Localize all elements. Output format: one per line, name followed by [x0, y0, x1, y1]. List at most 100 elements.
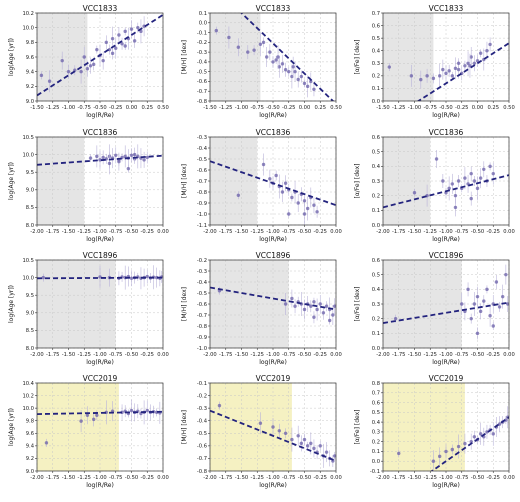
x-tick-label: -0.50	[439, 105, 452, 111]
data-point	[145, 408, 149, 413]
x-tick-label: -0.25	[487, 475, 500, 481]
x-tick-label: -0.50	[266, 105, 279, 111]
data-point	[488, 164, 492, 169]
x-tick-label: -0.75	[282, 229, 295, 235]
data-point	[274, 173, 278, 178]
x-tick-label: -0.25	[314, 475, 327, 481]
data-point	[258, 421, 263, 425]
data-point	[290, 74, 294, 79]
plot-frame	[382, 12, 510, 102]
y-tick-label: 0.7	[372, 11, 380, 17]
x-tick-label: -1.25	[78, 475, 91, 481]
y-axis-label: [α/Fe] [dex]	[354, 39, 361, 74]
data-layer	[37, 265, 163, 290]
y-tick-label: -0.5	[197, 69, 207, 75]
y-axis-label: [α/Fe] [dex]	[354, 163, 361, 198]
data-point	[466, 287, 470, 292]
fit-line	[416, 42, 509, 101]
data-point	[456, 67, 461, 72]
data-point	[252, 48, 256, 52]
y-tick-label: 0.0	[372, 346, 380, 352]
x-tick-label: -0.75	[109, 475, 122, 481]
x-tick-label: -1.25	[78, 229, 91, 235]
fit-line	[210, 286, 336, 311]
x-tick-label: -2.00	[203, 352, 216, 358]
x-axis-label: log(R/Re)	[432, 482, 460, 489]
x-tick-label: -1.50	[235, 229, 248, 235]
y-tick-label: -0.1	[197, 30, 207, 36]
data-point	[110, 36, 115, 41]
plot-frame	[382, 259, 510, 349]
data-point	[277, 429, 281, 433]
x-tick-label: -1.50	[30, 105, 43, 111]
y-tick-label: 0.3	[372, 302, 380, 308]
y-tick-label: -0.5	[197, 431, 207, 437]
y-tick-label: 9.4	[26, 69, 35, 75]
x-tick-label: -1.75	[46, 475, 59, 481]
y-tick-label: 0.7	[372, 391, 380, 397]
data-point	[485, 49, 489, 53]
data-point	[302, 437, 307, 442]
x-tick-label: -1.50	[62, 475, 75, 481]
data-point	[472, 61, 477, 65]
data-point	[129, 276, 134, 281]
data-point	[466, 61, 470, 65]
data-point	[472, 179, 477, 183]
shaded-region	[210, 137, 258, 225]
y-tick-label: 9.2	[26, 84, 34, 90]
x-tick-label: -1.50	[408, 352, 421, 358]
x-tick-label: 0.00	[157, 475, 169, 481]
y-tick-label: 0.8	[372, 381, 380, 387]
x-tick-label: 0.50	[503, 105, 515, 111]
data-point	[444, 449, 448, 454]
data-point	[271, 60, 275, 64]
data-point	[290, 437, 294, 442]
x-tick-label: -0.25	[455, 105, 468, 111]
x-tick-label: -0.25	[314, 352, 327, 358]
data-point	[312, 315, 316, 319]
x-tick-label: -1.75	[219, 475, 232, 481]
data-point	[491, 324, 495, 328]
y-tick-label: 0.1	[372, 331, 380, 337]
data-point	[475, 331, 480, 336]
y-tick-label: 0.5	[372, 410, 380, 416]
x-tick-label: -0.25	[141, 229, 154, 235]
y-tick-label: -0.8	[197, 190, 207, 196]
y-tick-label: -1.1	[197, 223, 207, 229]
data-point	[478, 176, 483, 180]
data-point	[456, 61, 461, 65]
y-tick-label: -0.7	[197, 456, 207, 462]
y-tick-label: -0.8	[197, 324, 207, 330]
x-tick-label: -0.75	[109, 229, 122, 235]
y-tick-label: -0.2	[197, 40, 207, 46]
y-tick-label: 8.5	[26, 328, 34, 334]
y-tick-label: 9.4	[26, 444, 35, 450]
shaded-region	[210, 260, 289, 348]
data-point	[101, 155, 105, 160]
y-tick-label: 0.2	[372, 193, 380, 199]
panel-title: VCC2019	[256, 374, 291, 383]
y-tick-label: -0.3	[197, 50, 207, 56]
x-tick-label: 0.25	[314, 105, 326, 111]
fit-line	[210, 409, 336, 462]
x-tick-label: -0.50	[125, 352, 138, 358]
data-point	[475, 59, 480, 63]
y-tick-label: -0.2	[197, 393, 207, 399]
y-tick-label: -0.5	[197, 291, 207, 297]
data-point	[283, 68, 288, 72]
data-point	[438, 74, 442, 78]
x-tick-label: -1.00	[62, 105, 75, 111]
data-layer	[383, 264, 509, 340]
data-point	[456, 179, 461, 183]
data-point	[453, 193, 458, 198]
data-layer	[210, 153, 336, 225]
x-tick-label: -1.00	[266, 229, 279, 235]
x-axis-label: log(R/Re)	[259, 236, 287, 243]
shaded-region	[210, 13, 261, 101]
data-point	[475, 294, 480, 299]
y-tick-label: 10.5	[22, 135, 34, 141]
y-tick-label: -0.1	[197, 381, 207, 387]
x-tick-label: -2.00	[203, 229, 216, 235]
data-layer	[37, 14, 163, 97]
